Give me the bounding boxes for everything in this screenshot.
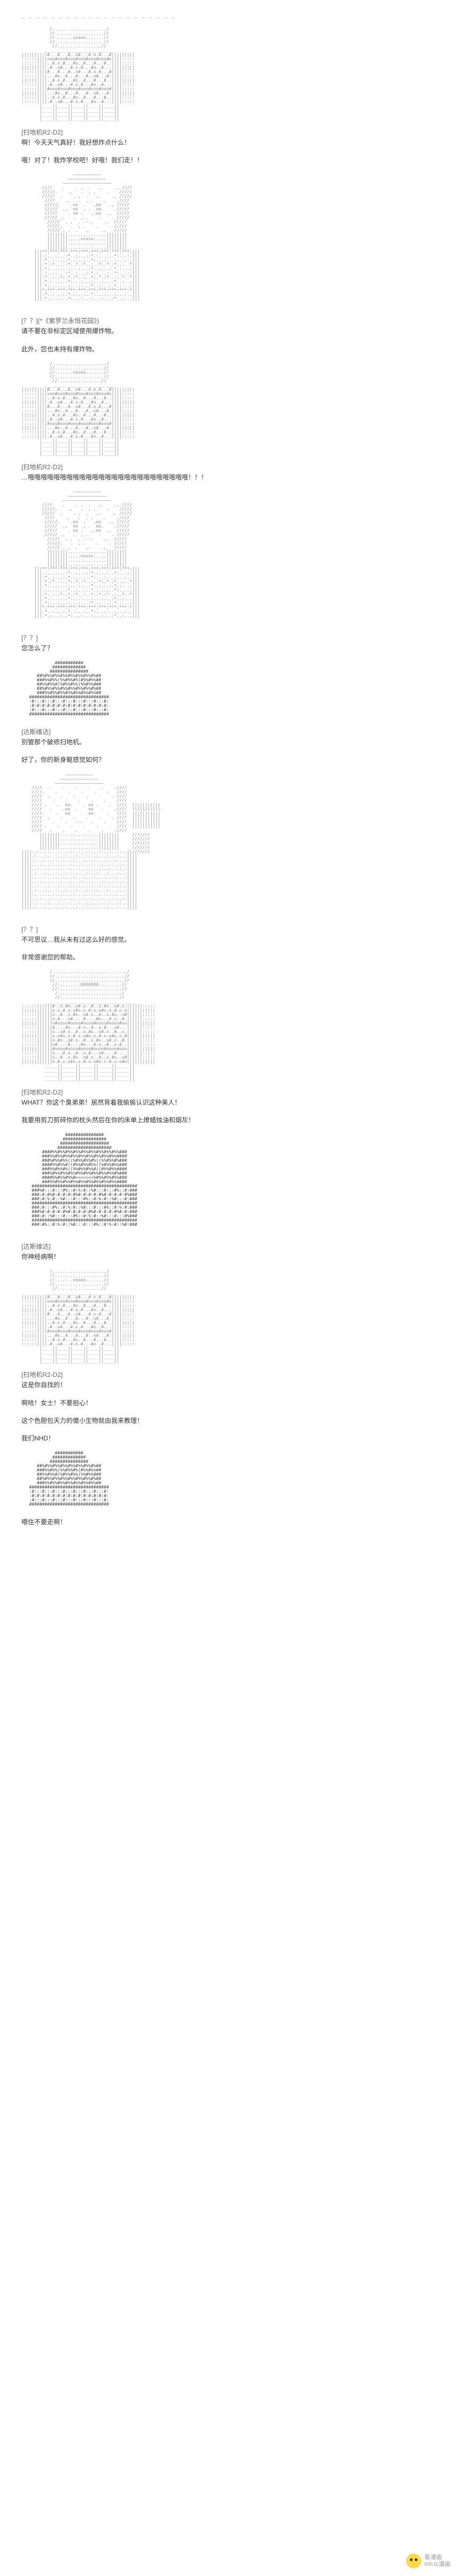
dialogue-line: 哦！对了！我炸学校吧！好哦！我们走！！ <box>21 155 437 166</box>
watermark-line2: mh.tc漫画 <box>424 2561 451 2568</box>
speaker-label: [？？](*《紫罗兰永恒花园》) <box>21 316 437 325</box>
watermark: 看漫画 mh.tc漫画 <box>406 2554 451 2569</box>
dialogue-line: 啊！今天天气真好！我好想炸点什么！ <box>21 138 437 148</box>
ascii-art-girl: ~~~~~~~~~~~ ~~~~~~~~~~~~~~~ ~~~~~~~~~~~~… <box>21 490 437 627</box>
dialogue-line: 喂住不要走啊！ <box>21 1517 437 1527</box>
dialogue-line: 啊哈！女士！不要担心！ <box>21 1398 437 1408</box>
dialogue-line: 我要用剪刀剪碎你的枕头然后在你的床单上燎蜡烛油和烟灰！ <box>21 1115 437 1125</box>
speaker-label: [？？] <box>21 633 437 642</box>
dialogue-line: 好了，你的新身躯感觉如何？ <box>21 755 437 765</box>
speaker-label: [扫地机R2-D2] <box>21 128 437 137</box>
page: — — — — — — — — — — — — — — — — — — — — … <box>0 0 458 1546</box>
ascii-art-girl_hand: ~~~~~~~~~~~ ~~~~~~~~~~~~~~~ ~~~~~~~~~~~~… <box>21 773 437 918</box>
watermark-line1: 看漫画 <box>424 2554 451 2561</box>
ascii-art-r2d2: /...................../ //..............… <box>21 27 437 121</box>
ascii-art-vader: ############### ################# ######… <box>21 1133 437 1235</box>
speaker-label: [达斯维达] <box>21 727 437 736</box>
dialogue-line: 此外，您也未持有爆炸物。 <box>21 344 437 355</box>
speaker-label: [扫地机R2-D2] <box>21 462 437 471</box>
ascii-art-vader_small: ########### ############# ##############… <box>21 661 437 721</box>
watermark-text: 看漫画 mh.tc漫画 <box>424 2554 451 2568</box>
dialogue-line: 别管那个破修扫地机。 <box>21 737 437 747</box>
ascii-art-r2d2: /...................../ //..............… <box>21 1270 437 1364</box>
dialogue-line: 你神经病啊！ <box>21 1252 437 1262</box>
speaker-label: [扫地机R2-D2] <box>21 1370 437 1379</box>
speaker-label: [达斯维达] <box>21 1242 437 1251</box>
mascot-icon <box>406 2554 421 2569</box>
dialogue-line: 这是你自找的！ <box>21 1380 437 1390</box>
dialogue-line: WHAT？你这个臭弟弟！居然背着我偷偷认识这种美人！ <box>21 1098 437 1108</box>
content: /...................../ //..............… <box>21 27 437 1527</box>
dialogue-line: 这个色胆包天力的傻小生物就由我来教理！ <box>21 1416 437 1426</box>
dialogue-line: 请不要在非标定区域使用爆炸物。 <box>21 326 437 336</box>
speaker-label: [？？] <box>21 925 437 934</box>
dialogue-line: …哦哦哦哦哦哦哦哦哦哦哦哦哦哦哦哦哦哦哦哦哦哦哦哦哦！！！ <box>21 472 437 483</box>
speaker-label: [扫地机R2-D2] <box>21 1088 437 1097</box>
dialogue-line: 我们NHD！ <box>21 1433 437 1444</box>
ascii-art-r2d2: /...................../ //..............… <box>21 362 437 456</box>
dialogue-line: 非常感谢您的帮助。 <box>21 952 437 963</box>
dialogue-line: 不可思议…我从未有过这么好的感觉。 <box>21 935 437 945</box>
ascii-art-girl: ~~~~~~~~~~~ ~~~~~~~~~~~~~~~ ~~~~~~~~~~~~… <box>21 173 437 310</box>
separator: — — — — — — — — — — — — — — — — — — — — … <box>21 15 437 21</box>
ascii-art-vader_small: ########### ############# ##############… <box>21 1451 437 1511</box>
dialogue-line: 您怎么了？ <box>21 643 437 653</box>
ascii-art-r2d2_big: /............................./ //......… <box>21 970 437 1081</box>
